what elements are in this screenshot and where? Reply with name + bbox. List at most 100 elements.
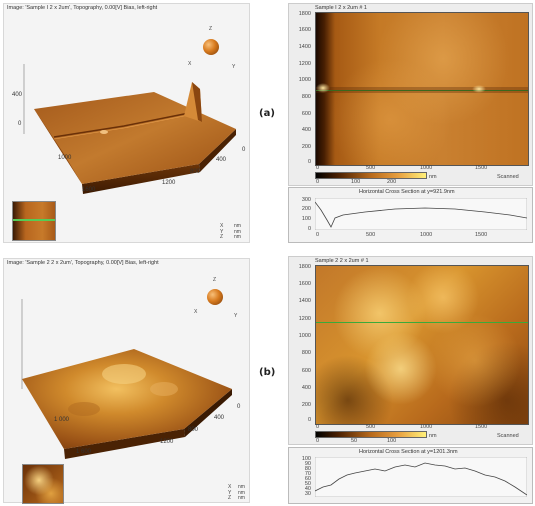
colorbar-tick-a-1: 100: [351, 179, 361, 185]
cross-section-panel-b: Horizontal Cross Section at y=1201.3nm 1…: [288, 447, 533, 504]
y-tick-b-3: 1200: [160, 439, 174, 445]
y-tick-b-2: 800: [188, 427, 199, 433]
map-y-tick-b-4: 1000: [298, 333, 311, 339]
z-tick-a-1: 0: [18, 121, 22, 127]
map-y-tick-a-5: 800: [301, 94, 311, 100]
y-tick-b-1: 400: [214, 415, 225, 421]
cross-section-title-a: Horizontal Cross Section at y=921.9nm: [359, 189, 455, 195]
cs-y-tick-b-2: 80: [304, 466, 311, 472]
map-y-tick-a-2: 1400: [298, 44, 311, 50]
cs-x-tick-a-3: 1500: [475, 232, 488, 238]
cross-section-profile-a: [315, 198, 527, 230]
colorbar-tick-a-0: 0: [316, 179, 320, 185]
orient-y-a: Y: [232, 64, 236, 70]
map-x-tick-b-1: 500: [366, 424, 376, 430]
x-tick-a-1: 1600: [82, 187, 96, 193]
map-y-tick-b-5: 800: [301, 350, 311, 356]
map-title-b: Sample 2 2 x 2um # 1: [315, 258, 369, 264]
map-y-tick-b-8: 200: [301, 402, 311, 408]
unit-values-a: nm nm nm: [234, 223, 241, 240]
panel-label-a: (a): [259, 108, 275, 119]
cs-y-tick-a-3: 0: [307, 226, 311, 232]
image-header-b: Image: 'Sample 2 2 x 2um', Topography, 0…: [7, 260, 159, 266]
cs-x-tick-a-1: 500: [366, 232, 376, 238]
map-y-tick-b-0: 1800: [298, 264, 311, 270]
cs-y-tick-b-3: 70: [304, 471, 311, 477]
topography-map-panel-b: Sample 2 2 x 2um # 1 1800 1600 1400 1200…: [288, 256, 533, 445]
colorbar-unit-b: nm: [429, 433, 437, 439]
cs-y-tick-b-0: 100: [301, 456, 311, 462]
orient-x-b: X: [194, 309, 198, 315]
orientation-sphere-icon-a: [203, 39, 219, 55]
map-y-tick-b-1: 1600: [298, 281, 311, 287]
orient-x-a: X: [188, 61, 192, 67]
y-tick-a-2: 800: [190, 169, 201, 175]
z-tick-a-0: 400: [12, 92, 23, 98]
colorbar-tick-b-2: 100: [387, 438, 397, 444]
surface-3d-panel-b: Image: 'Sample 2 2 x 2um', Topography, 0…: [3, 258, 250, 504]
cs-y-tick-a-0: 300: [301, 197, 311, 203]
scanned-label-a: Scanned: [497, 174, 519, 180]
y-tick-a-3: 1200: [162, 180, 176, 186]
topography-map-a: [315, 12, 529, 166]
map-x-tick-b-3: 1500: [475, 424, 488, 430]
cs-y-tick-b-6: 40: [304, 486, 311, 492]
scanned-label-b: Scanned: [497, 433, 519, 439]
cs-y-tick-a-1: 200: [301, 206, 311, 212]
orient-z-a: Z: [209, 26, 213, 32]
cs-y-tick-b-4: 60: [304, 476, 311, 482]
map-x-tick-b-2: 1000: [420, 424, 433, 430]
cs-y-tick-b-7: 30: [304, 491, 311, 497]
unit-values-b: nm nm nm: [238, 484, 245, 501]
x-tick-a-0: 1000: [58, 155, 72, 161]
topography-map-panel-a: Sample I 2 x 2um # 1 1800 1600 1400 1200…: [288, 3, 533, 186]
image-header-a: Image: 'Sample I 2 x 2um', Topography, 0…: [7, 5, 158, 11]
y-tick-a-0: 0: [242, 147, 246, 153]
map-y-tick-b-9: 0: [307, 417, 311, 423]
x-tick-b-1: 1 600: [76, 449, 92, 455]
map-y-tick-a-4: 1000: [298, 77, 311, 83]
colorbar-tick-b-0: 0: [316, 438, 320, 444]
cross-section-panel-a: Horizontal Cross Section at y=921.9nm 30…: [288, 187, 533, 243]
unit-labels-a: X Y Z: [220, 223, 224, 240]
y-tick-b-0: 0: [237, 404, 241, 410]
topography-map-b: [315, 265, 529, 425]
map-x-tick-a-1: 500: [366, 165, 376, 171]
colorbar-b: [315, 431, 427, 438]
map-y-tick-a-0: 1800: [298, 11, 311, 17]
map-y-tick-a-3: 1200: [298, 61, 311, 67]
map-y-tick-a-8: 200: [301, 144, 311, 150]
x-tick-b-0: 1 000: [54, 417, 70, 423]
map-y-tick-b-7: 400: [301, 385, 311, 391]
map-y-tick-a-6: 600: [301, 111, 311, 117]
colorbar-unit-a: nm: [429, 174, 437, 180]
surface-3d-panel-a: Image: 'Sample I 2 x 2um', Topography, 0…: [3, 3, 250, 243]
colorbar-tick-b-1: 50: [351, 438, 358, 444]
surface-plot-a: [23, 64, 236, 194]
map-y-tick-b-2: 1400: [298, 298, 311, 304]
colorbar-a: [315, 172, 427, 179]
map-title-a: Sample I 2 x 2um # 1: [315, 5, 367, 11]
cross-section-profile-b: [315, 457, 527, 497]
cs-x-tick-a-2: 1000: [420, 232, 433, 238]
map-x-tick-a-3: 1500: [475, 165, 488, 171]
map-y-tick-a-7: 400: [301, 127, 311, 133]
map-x-tick-b-0: 0: [316, 424, 320, 430]
panel-label-b: (b): [259, 367, 276, 378]
orientation-sphere-icon-b: [207, 289, 223, 305]
unit-labels-b: X Y Z: [228, 484, 232, 501]
thumbnail-b: [22, 464, 64, 504]
cs-y-tick-b-1: 90: [304, 461, 311, 467]
orient-y-b: Y: [234, 313, 238, 319]
colorbar-tick-a-2: 200: [387, 179, 397, 185]
map-y-tick-a-9: 0: [307, 159, 311, 165]
y-tick-a-1: 400: [216, 157, 227, 163]
cs-y-tick-a-2: 100: [301, 216, 311, 222]
map-x-tick-a-0: 0: [316, 165, 320, 171]
thumbnail-a: [12, 201, 56, 241]
map-y-tick-a-1: 1600: [298, 27, 311, 33]
map-y-tick-b-6: 600: [301, 368, 311, 374]
cs-x-tick-a-0: 0: [316, 232, 320, 238]
map-x-tick-a-2: 1000: [420, 165, 433, 171]
cross-section-title-b: Horizontal Cross Section at y=1201.3nm: [359, 449, 458, 455]
